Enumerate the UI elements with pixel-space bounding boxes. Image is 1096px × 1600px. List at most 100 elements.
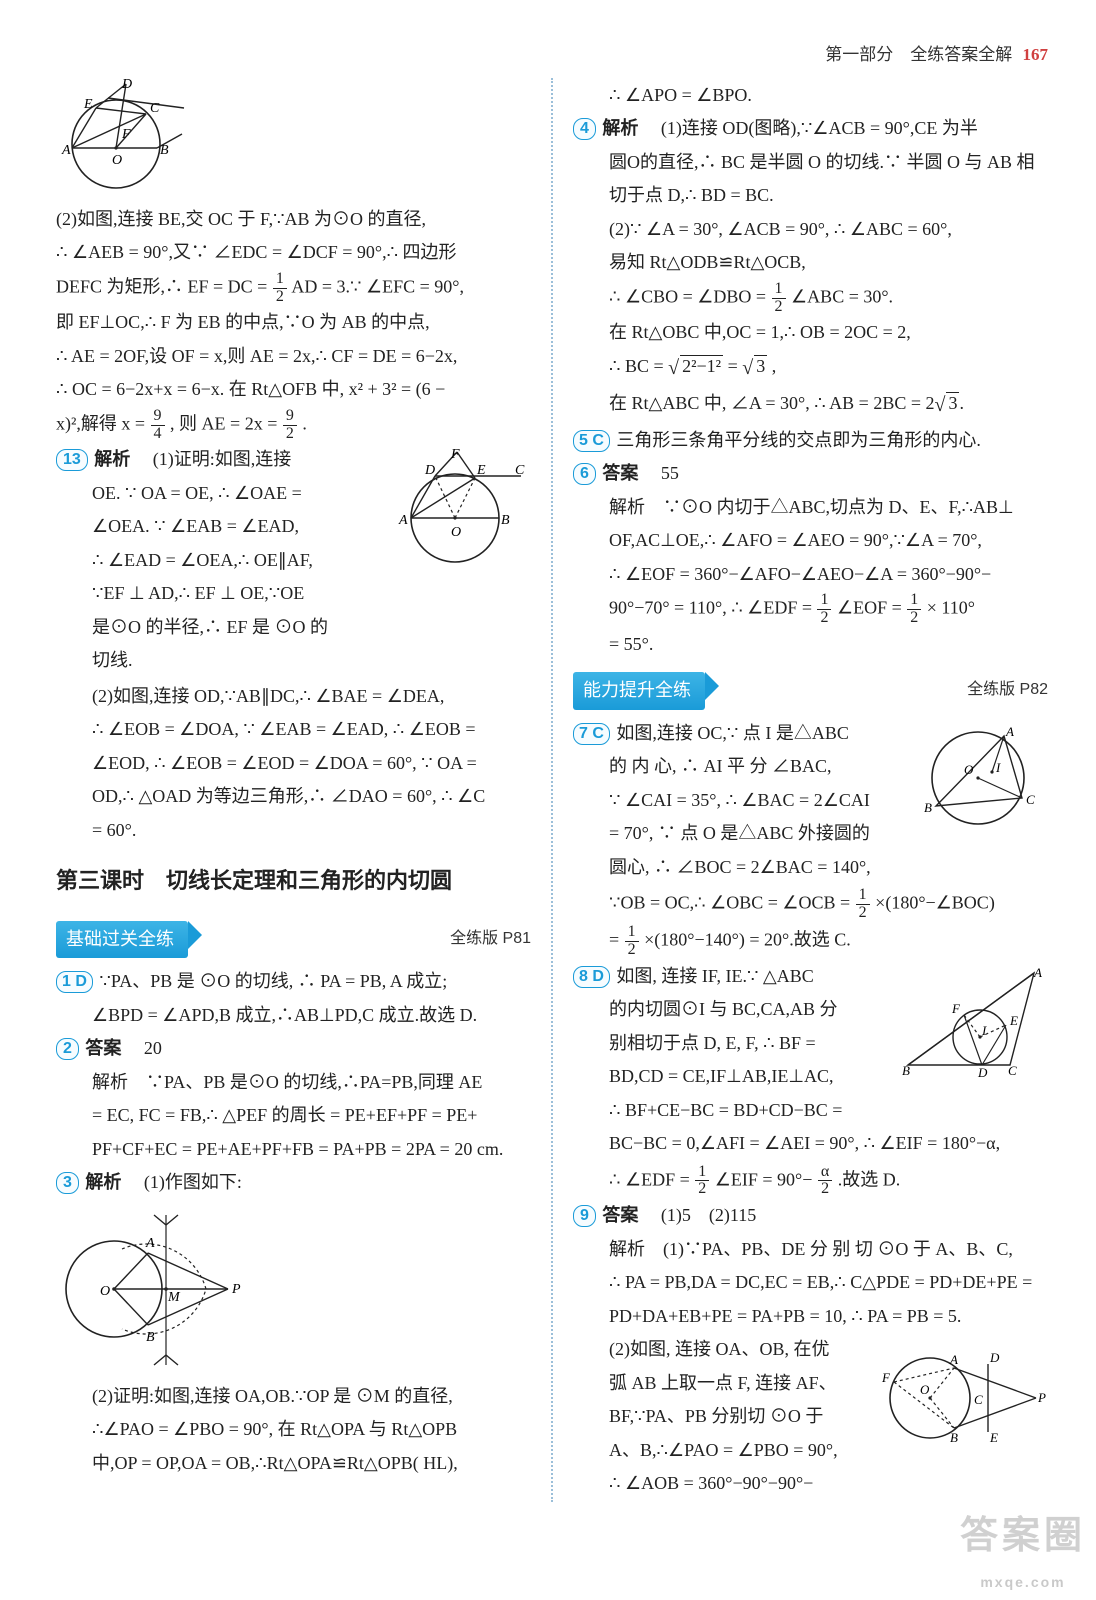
text-line: 解析 ∵PA、PB 是⊙O 的切线,∴PA=PB,同理 AE bbox=[56, 1067, 531, 1099]
page-number: 167 bbox=[1023, 45, 1049, 64]
svg-text:P: P bbox=[1037, 1390, 1046, 1405]
tag-ability: 能力提升全练 bbox=[573, 672, 705, 710]
text-line: OD,∴ △OAD 为等边三角形,∴ ∠DAO = 60°, ∴ ∠C bbox=[56, 781, 531, 813]
qnum-5: 5 C bbox=[573, 430, 610, 452]
q1: 1 D ∵PA、PB 是 ⊙O 的切线, ∴ PA = PB, A 成立; bbox=[56, 966, 531, 998]
text-line: PF+CF+EC = PE+AE+PF+FB = PA+PB = 2PA = 2… bbox=[56, 1134, 531, 1166]
tag-basic: 基础过关全练 bbox=[56, 921, 188, 959]
qnum-6: 6 bbox=[573, 463, 596, 485]
qnum-1: 1 D bbox=[56, 971, 93, 993]
svg-text:B: B bbox=[501, 513, 510, 528]
text-line: = 12 ×(180°−140°) = 20°.故选 C. bbox=[573, 924, 1048, 959]
text-line: DEFC 为矩形,∴ EF = DC = 12 AD = 3.∵ ∠EFC = … bbox=[56, 271, 531, 306]
svg-text:C: C bbox=[1008, 1063, 1017, 1077]
text-line: ∠BPD = ∠APD,B 成立,∴AB⊥PD,C 成立.故选 D. bbox=[56, 1000, 531, 1032]
qnum-13: 13 bbox=[56, 449, 88, 471]
geometry-diagram-1: A B O F E C D bbox=[56, 78, 226, 198]
figure-3: O M P A B bbox=[56, 1205, 531, 1375]
text-line: ∵EF ⊥ AD,∴ EF ⊥ OE,∵OE bbox=[56, 578, 531, 610]
svg-text:E: E bbox=[476, 463, 486, 478]
text-line: OF,AC⊥OE,∴ ∠AFO = ∠AEO = 90°,∵∠A = 70°, bbox=[573, 525, 1048, 557]
svg-text:A: A bbox=[398, 513, 408, 528]
geometry-diagram-2: A B O D E C F bbox=[393, 448, 531, 568]
text-line: (2)∵ ∠A = 30°, ∠ACB = 90°, ∴ ∠ABC = 60°, bbox=[573, 214, 1048, 246]
qnum-8: 8 D bbox=[573, 966, 610, 988]
page-header: 第一部分 全练答案全解 167 bbox=[56, 40, 1048, 70]
page-ref-1: 全练版 P81 bbox=[450, 925, 531, 953]
geometry-diagram-3: O M P A B bbox=[56, 1205, 256, 1375]
text-line: (2)证明:如图,连接 OA,OB.∵OP 是 ⊙M 的直径, bbox=[56, 1381, 531, 1413]
two-column-layout: A B O F E C D (2)如图,连接 BE,交 OC 于 F,∵AB 为… bbox=[56, 78, 1048, 1502]
text-line: 切于点 D,∴ BD = BC. bbox=[573, 180, 1048, 212]
svg-text:F: F bbox=[121, 127, 131, 142]
q2: 2 答案 20 bbox=[56, 1033, 531, 1065]
text-line: ∴ ∠CBO = ∠DBO = 12 ∠ABC = 30°. bbox=[573, 281, 1048, 316]
text-line: ∴ BF+CE−BC = BD+CD−BC = bbox=[573, 1095, 1048, 1127]
page-ref-2: 全练版 P82 bbox=[967, 676, 1048, 704]
text-line: (2)如图,连接 BE,交 OC 于 F,∵AB 为⊙O 的直径, bbox=[56, 204, 531, 236]
text-line: = 55°. bbox=[573, 629, 1048, 661]
text-line: ∴ BC = √2²−1² = √3 , bbox=[573, 351, 1048, 386]
svg-text:B: B bbox=[902, 1063, 910, 1077]
q6: 6 答案 55 bbox=[573, 458, 1048, 490]
qnum-3: 3 bbox=[56, 1172, 79, 1194]
svg-text:A: A bbox=[145, 1236, 155, 1251]
text-line: = 60°. bbox=[56, 815, 531, 847]
text-line: BC−BC = 0,∠AFI = ∠AEI = 90°, ∴ ∠EIF = 18… bbox=[573, 1128, 1048, 1160]
svg-text:E: E bbox=[989, 1430, 998, 1445]
column-divider bbox=[551, 78, 553, 1502]
q3: 3 解析 (1)作图如下: bbox=[56, 1167, 531, 1199]
q9-part2: A B D E O P F C (2)如图, 连接 OA、OB, 在优 弧 AB… bbox=[573, 1334, 1048, 1502]
q5: 5 C 三角形三条角平分线的交点即为三角形的内心. bbox=[573, 425, 1048, 457]
svg-text:C: C bbox=[150, 101, 160, 116]
svg-text:O: O bbox=[964, 762, 974, 777]
svg-text:E: E bbox=[83, 97, 93, 112]
text-line: 90°−70° = 110°, ∴ ∠EDF = 12 ∠EOF = 12 × … bbox=[573, 592, 1048, 627]
text-line: ∴ PA = PB,DA = DC,EC = EB,∴ C△PDE = PD+D… bbox=[573, 1267, 1048, 1299]
svg-text:B: B bbox=[924, 800, 932, 815]
text-line: 圆O的直径,∴ BC 是半圆 O 的切线.∵ 半圆 O 与 AB 相 bbox=[573, 147, 1048, 179]
text-line: 是⊙O 的半径,∴ EF 是 ⊙O 的 bbox=[56, 612, 531, 644]
svg-text:I: I bbox=[995, 760, 1001, 775]
tag-row-1: 全练版 P81 基础过关全练 bbox=[56, 911, 531, 965]
svg-text:P: P bbox=[231, 1282, 241, 1297]
qnum-9: 9 bbox=[573, 1205, 596, 1227]
svg-text:F: F bbox=[881, 1370, 891, 1385]
tag-row-2: 全练版 P82 能力提升全练 bbox=[573, 662, 1048, 716]
svg-text:O: O bbox=[112, 153, 122, 168]
svg-text:D: D bbox=[989, 1350, 1000, 1365]
q9: 9 答案 (1)5 (2)115 bbox=[573, 1200, 1048, 1232]
watermark-sub: mxqe.com bbox=[960, 1570, 1086, 1595]
text-line: ∴ ∠EOB = ∠DOA, ∵ ∠EAB = ∠EAD, ∴ ∠EOB = bbox=[56, 714, 531, 746]
geometry-diagram-8: B C D A E F I bbox=[902, 965, 1048, 1077]
svg-text:O: O bbox=[920, 1382, 930, 1397]
svg-text:A: A bbox=[1033, 965, 1042, 980]
svg-text:D: D bbox=[977, 1065, 988, 1077]
svg-text:O: O bbox=[100, 1284, 110, 1299]
svg-text:B: B bbox=[160, 143, 169, 158]
text-line: 切线. bbox=[56, 645, 531, 677]
text-line: ∴ ∠AEB = 90°,又∵ ∠EDC = ∠DCF = 90°,∴ 四边形 bbox=[56, 237, 531, 269]
text-line: 解析 (1)∵PA、PB、DE 分 别 切 ⊙O 于 A、B、C, bbox=[573, 1234, 1048, 1266]
svg-text:E: E bbox=[1009, 1013, 1018, 1028]
figure-2: A B O D E C F bbox=[393, 448, 531, 568]
svg-text:F: F bbox=[951, 1001, 961, 1016]
text-line: = EC, FC = FB,∴ △PEF 的周长 = PE+EF+PF = PE… bbox=[56, 1100, 531, 1132]
text-line: ∵OB = OC,∴ ∠OBC = ∠OCB = 12 ×(180°−∠BOC) bbox=[573, 887, 1048, 922]
svg-text:D: D bbox=[121, 78, 132, 92]
text-line: ∴ OC = 6−2x+x = 6−x. 在 Rt△OFB 中, x² + 3²… bbox=[56, 374, 531, 406]
text-line: ∴ ∠AOB = 360°−90°−90°− bbox=[573, 1468, 1048, 1500]
svg-text:B: B bbox=[146, 1330, 155, 1345]
svg-text:C: C bbox=[1026, 792, 1035, 807]
text-line: 圆心, ∴ ∠BOC = 2∠BAC = 140°, bbox=[573, 852, 1048, 884]
lesson-title: 第三课时 切线长定理和三角形的内切圆 bbox=[56, 862, 531, 901]
geometry-diagram-7: A B C O I bbox=[918, 722, 1048, 834]
q7-block: A B C O I 7 C 如图,连接 OC,∵ 点 I 是△ABC 的 内 心… bbox=[573, 718, 1048, 886]
text-line: ∴∠PAO = ∠PBO = 90°, 在 Rt△OPA 与 Rt△OPB bbox=[56, 1414, 531, 1446]
figure-9: A B D E O P F C bbox=[880, 1338, 1048, 1458]
svg-text:B: B bbox=[950, 1430, 958, 1445]
text-line: x)²,解得 x = 94 , 则 AE = 2x = 92 . bbox=[56, 408, 531, 443]
text-line: 中,OP = OP,OA = OB,∴Rt△OPA≌Rt△OPB( HL), bbox=[56, 1448, 531, 1480]
svg-text:O: O bbox=[451, 525, 461, 540]
qnum-4: 4 bbox=[573, 118, 596, 140]
